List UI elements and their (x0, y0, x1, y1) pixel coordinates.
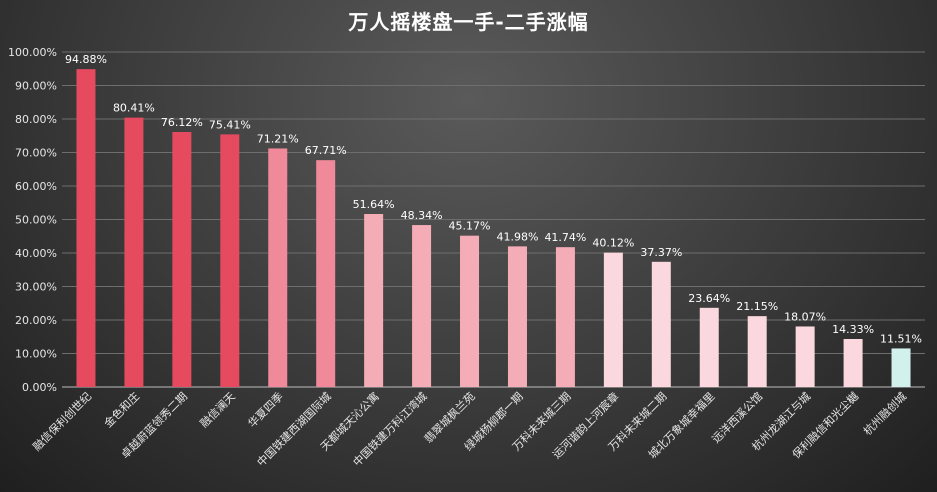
bar[interactable] (555, 247, 575, 387)
bar[interactable] (220, 134, 240, 387)
bar[interactable] (699, 307, 719, 387)
data-label: 94.88% (65, 53, 107, 66)
bar[interactable] (76, 69, 96, 387)
y-tick-label: 40.00% (15, 247, 57, 260)
data-label: 51.64% (353, 198, 395, 211)
data-label: 23.64% (688, 292, 730, 305)
y-tick-label: 20.00% (15, 314, 57, 327)
data-label: 48.34% (401, 209, 443, 222)
data-label: 67.71% (305, 144, 347, 157)
data-label: 14.33% (832, 323, 874, 336)
data-label: 21.15% (736, 300, 778, 313)
bar[interactable] (795, 326, 815, 387)
y-tick-label: 30.00% (15, 281, 57, 294)
x-tick-label: 杭州融创城 (860, 389, 909, 438)
x-tick-label: 融信澜天 (197, 389, 238, 430)
data-label: 76.12% (161, 116, 203, 129)
bar[interactable] (172, 131, 192, 387)
bar[interactable] (364, 214, 384, 387)
data-label: 45.17% (449, 220, 491, 233)
data-label: 41.74% (544, 231, 586, 244)
bar[interactable] (507, 246, 527, 387)
data-label: 37.37% (640, 246, 682, 259)
data-label: 40.12% (592, 237, 634, 250)
y-tick-label: 60.00% (15, 180, 57, 193)
bar[interactable] (651, 261, 671, 387)
bar[interactable] (268, 148, 288, 387)
bar[interactable] (747, 316, 767, 387)
data-label: 18.07% (784, 310, 826, 323)
y-tick-label: 100.00% (8, 46, 57, 59)
y-tick-label: 80.00% (15, 113, 57, 126)
bar[interactable] (891, 348, 911, 387)
data-label: 11.51% (880, 332, 922, 345)
data-label: 75.41% (209, 118, 251, 131)
data-label: 71.21% (257, 132, 299, 145)
x-tick-label: 融信保利创世纪 (30, 389, 94, 453)
chart-title: 万人摇楼盘一手-二手涨幅 (348, 10, 589, 34)
bar[interactable] (412, 225, 432, 387)
bar[interactable] (843, 338, 863, 387)
y-tick-label: 0.00% (22, 381, 57, 394)
x-tick-label: 华夏四季 (245, 389, 286, 430)
x-tick-label: 金色和庄 (101, 389, 142, 430)
bar[interactable] (316, 160, 336, 387)
bar[interactable] (124, 117, 144, 388)
y-tick-label: 10.00% (15, 348, 57, 361)
y-tick-label: 70.00% (15, 147, 57, 160)
y-tick-label: 90.00% (15, 80, 57, 93)
bar[interactable] (460, 235, 480, 387)
bar[interactable] (603, 252, 623, 387)
y-tick-label: 50.00% (15, 214, 57, 227)
data-label: 41.98% (496, 230, 538, 243)
data-label: 80.41% (113, 102, 155, 115)
